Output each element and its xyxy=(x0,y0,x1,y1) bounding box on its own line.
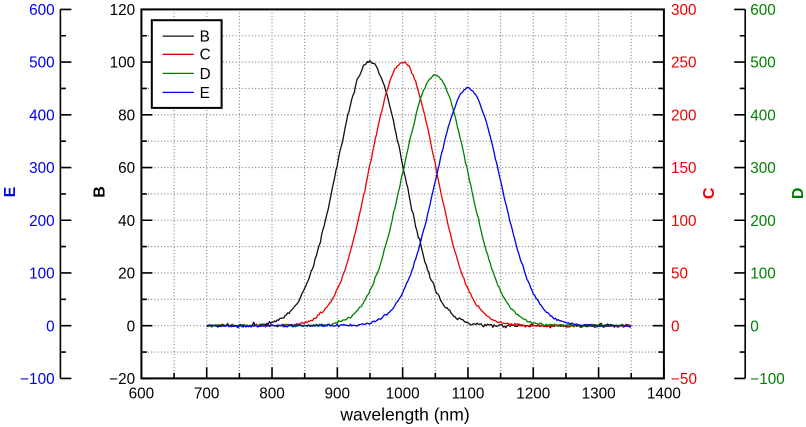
svg-text:200: 200 xyxy=(671,107,697,124)
svg-text:0: 0 xyxy=(127,318,136,335)
svg-text:500: 500 xyxy=(29,55,55,72)
svg-text:1100: 1100 xyxy=(452,385,485,402)
svg-text:300: 300 xyxy=(671,2,697,19)
svg-text:D: D xyxy=(790,188,806,200)
svg-text:E: E xyxy=(2,186,19,197)
svg-text:100: 100 xyxy=(750,266,776,283)
svg-text:80: 80 xyxy=(118,107,135,124)
svg-text:E: E xyxy=(200,85,210,102)
svg-text:C: C xyxy=(200,47,211,64)
svg-text:500: 500 xyxy=(750,55,776,72)
svg-text:600: 600 xyxy=(29,2,55,19)
svg-text:300: 300 xyxy=(750,160,776,177)
svg-text:200: 200 xyxy=(750,213,776,230)
svg-text:−100: −100 xyxy=(20,371,54,388)
svg-text:600: 600 xyxy=(750,2,776,19)
svg-text:120: 120 xyxy=(110,2,136,19)
svg-text:300: 300 xyxy=(29,160,55,177)
svg-text:0: 0 xyxy=(671,318,680,335)
svg-text:100: 100 xyxy=(110,55,136,72)
svg-text:20: 20 xyxy=(118,266,135,283)
svg-text:600: 600 xyxy=(129,385,155,402)
svg-text:−20: −20 xyxy=(109,371,135,388)
svg-text:B: B xyxy=(200,29,210,46)
svg-text:700: 700 xyxy=(194,385,220,402)
svg-text:400: 400 xyxy=(29,107,55,124)
svg-text:C: C xyxy=(701,187,718,199)
svg-text:40: 40 xyxy=(118,213,135,230)
svg-text:B: B xyxy=(91,186,108,198)
svg-text:50: 50 xyxy=(671,266,688,283)
svg-text:250: 250 xyxy=(671,55,697,72)
svg-text:800: 800 xyxy=(259,385,285,402)
svg-text:wavelength (nm): wavelength (nm) xyxy=(339,405,469,425)
svg-text:400: 400 xyxy=(750,107,776,124)
svg-text:0: 0 xyxy=(46,318,55,335)
svg-text:1200: 1200 xyxy=(516,385,550,402)
svg-text:900: 900 xyxy=(325,385,351,402)
svg-text:−50: −50 xyxy=(671,371,697,388)
svg-text:60: 60 xyxy=(118,160,135,177)
svg-text:D: D xyxy=(200,66,211,83)
svg-text:1000: 1000 xyxy=(386,385,420,402)
svg-text:150: 150 xyxy=(671,160,697,177)
svg-text:100: 100 xyxy=(29,266,55,283)
svg-text:200: 200 xyxy=(29,213,55,230)
svg-text:0: 0 xyxy=(750,318,759,335)
svg-text:1400: 1400 xyxy=(647,385,681,402)
svg-text:1300: 1300 xyxy=(582,385,616,402)
svg-text:100: 100 xyxy=(671,213,697,230)
svg-text:−100: −100 xyxy=(750,371,784,388)
